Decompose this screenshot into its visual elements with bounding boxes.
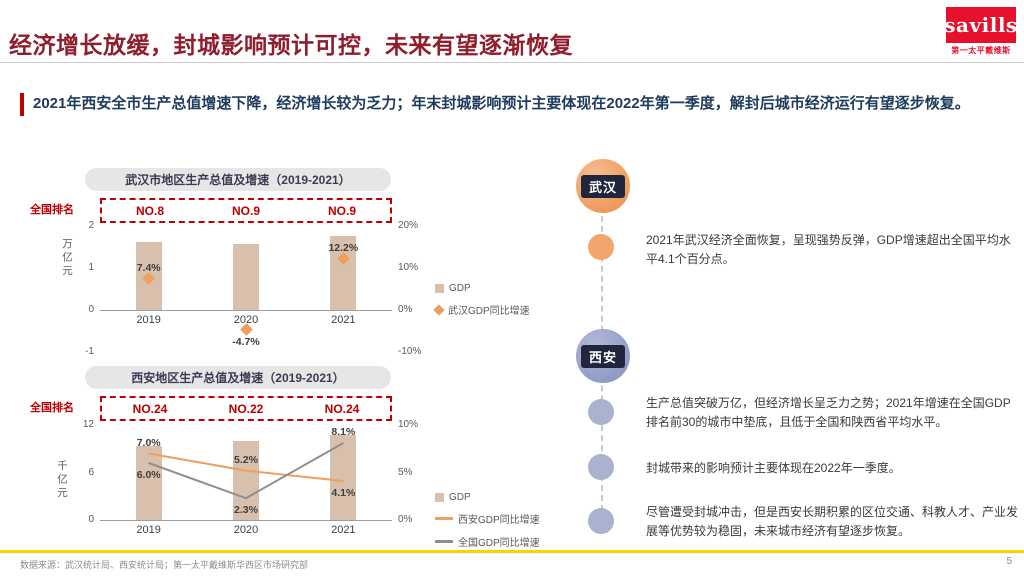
legend-marker-line: [435, 540, 453, 543]
gdp-bar: [233, 440, 259, 520]
legend-marker-bar: [435, 284, 444, 293]
xian-point-marker: [588, 508, 614, 534]
bottom-accent-rule: [0, 550, 1024, 553]
left-axis-tick: -1: [85, 346, 94, 357]
header: 经济增长放缓，封城影响预计可控，未来有望逐渐恢复 savills 第一太平戴维斯: [0, 0, 1024, 63]
ranking-value: NO.9: [231, 203, 260, 218]
growth-line: [148, 442, 344, 500]
right-axis-tick: 10%: [398, 262, 419, 273]
left-axis-tick: 1: [88, 262, 94, 273]
legend: GDP 武汉GDP同比增速: [433, 283, 530, 317]
xian-point-marker: [588, 399, 614, 425]
left-axis-unit-label: 万亿元: [61, 238, 73, 279]
category-label: 2019: [136, 524, 161, 536]
data-label: 12.2%: [328, 241, 359, 254]
intro-block: 2021年西安全市生产总值增速下降，经济增长较为乏力；年末封城影响预计主要体现在…: [20, 93, 1006, 116]
left-axis-tick: 2: [88, 220, 94, 231]
xian-point-text: 封城带来的影响预计主要体现在2022年一季度。: [646, 461, 901, 475]
x-axis-line: [100, 520, 392, 521]
right-axis-tick: 20%: [398, 220, 419, 231]
savills-logo-box: savills: [944, 7, 1018, 43]
savills-logo: savills 第一太平戴维斯: [944, 7, 1018, 56]
xian-point-marker: [588, 454, 614, 480]
ranking-value: NO.9: [327, 203, 356, 218]
left-axis-tick: 0: [88, 514, 94, 525]
savills-wordmark: savills: [944, 13, 1018, 37]
gdp-bar: [135, 446, 162, 520]
xian-point-text: 生产总值突破万亿，但经济增长呈乏力之势；2021年增速在全国GDP排名前30的城…: [646, 396, 1011, 429]
legend-item: 全国GDP同比增速: [435, 534, 540, 549]
legend-label: GDP: [449, 283, 471, 294]
left-axis-tick: 6: [88, 466, 94, 478]
left-axis-tick: 0: [88, 304, 94, 315]
legend-marker-bar: [435, 493, 444, 502]
right-axis-tick: 10%: [398, 419, 419, 430]
legend-item: 西安GDP同比增速: [435, 511, 540, 526]
plot-area: 12 6 0 10% 5% 0% 2019 2020 2021 7.0% 5.2% 4.1% 6.0% 2…: [83, 419, 418, 536]
page-title: 经济增长放缓，封城影响预计可控，未来有望逐渐恢复: [9, 32, 573, 58]
legend-item: 武汉GDP同比增速: [433, 302, 530, 317]
chart-title: 西安地区生产总值及增速（2019-2021）: [85, 366, 391, 389]
wuhan-gdp-chart: 武汉市地区生产总值及增速（2019-2021） 全国排名 NO.8 NO.9 NO.…: [30, 168, 570, 368]
legend-label: 全国GDP同比增速: [458, 538, 540, 549]
ranking-label: 全国排名: [30, 402, 74, 414]
category-label: 2021: [331, 314, 356, 326]
ranking-value: NO.24: [324, 401, 360, 416]
x-axis-line: [100, 310, 392, 311]
data-label: 7.4%: [136, 261, 161, 274]
data-source: 数据来源：武汉统计局、西安统计局；第一太平戴维斯华西区市场研究部: [20, 560, 309, 570]
data-label: -4.7%: [232, 335, 260, 348]
category-label: 2020: [233, 314, 259, 326]
legend: GDP 西安GDP同比增速 全国GDP同比增速: [435, 492, 540, 549]
category-label: 2020: [233, 524, 259, 536]
left-axis-unit-label: 千亿元: [56, 460, 68, 501]
wuhan-node-circle: 武汉: [576, 159, 630, 213]
ranking-box: NO.8 NO.9 NO.9: [100, 198, 392, 223]
ranking-value: NO.24: [132, 401, 168, 416]
intro-accent-bar: [20, 93, 24, 116]
gdp-bar: [233, 244, 259, 310]
data-label: 8.1%: [331, 426, 356, 439]
data-label: 7.0%: [136, 436, 161, 449]
ranking-label: 全国排名: [30, 204, 74, 216]
right-axis-tick: 0%: [398, 304, 413, 315]
wuhan-point-text: 2021年武汉经济全面恢复，呈现强势反弹，GDP增速超出全国平均水平4.1个百分…: [646, 233, 1011, 266]
intro-text: 2021年西安全市生产总值增速下降，经济增长较为乏力；年末封城影响预计主要体现在…: [33, 95, 970, 112]
page-number: 5: [1006, 556, 1012, 567]
growth-line: [148, 452, 344, 483]
gdp-bar: [330, 435, 357, 520]
data-label: 4.1%: [331, 487, 356, 500]
ranking-value: NO.22: [228, 401, 264, 416]
xian-point-text: 尽管遭受封城冲击，但是西安长期积累的区位交通、科教人才、产业发展等优势较为稳固，…: [646, 505, 1019, 538]
category-label: 2021: [331, 524, 356, 536]
savills-chinese-name: 第一太平戴维斯: [951, 46, 1011, 55]
ranking-value: NO.8: [135, 203, 164, 218]
data-label: 2.3%: [234, 504, 258, 517]
right-axis-tick: 5%: [398, 466, 413, 478]
legend-label: 西安GDP同比增速: [458, 515, 540, 526]
legend-label: GDP: [449, 492, 471, 503]
wuhan-city-tag: 武汉: [580, 174, 625, 198]
data-label: 6.0%: [136, 469, 161, 481]
legend-marker-line: [435, 517, 453, 520]
data-label: 5.2%: [234, 453, 258, 466]
left-axis-tick: 12: [82, 419, 94, 430]
legend-item: GDP: [435, 492, 540, 503]
xian-node-circle: 西安: [576, 329, 630, 383]
gdp-bar: [330, 235, 357, 310]
wuhan-point-marker: [588, 234, 614, 260]
right-axis-tick: -10%: [398, 346, 422, 357]
chart-title: 武汉市地区生产总值及增速（2019-2021）: [85, 168, 391, 191]
xian-city-tag: 西安: [580, 344, 625, 368]
line-series-layer: [148, 442, 344, 500]
ranking-box: NO.24 NO.22 NO.24: [100, 396, 392, 421]
right-axis-tick: 0%: [398, 514, 413, 525]
category-label: 2019: [136, 314, 161, 326]
plot-area: 2 1 0 -1 20% 10% 0% -10% 2019 2020 2021 7.4% -4.7% 12…: [85, 220, 421, 357]
xian-gdp-chart: 西安地区生产总值及增速（2019-2021） 全国排名 NO.24 NO.22 NO…: [30, 366, 570, 556]
legend-item: GDP: [435, 283, 530, 294]
legend-label: 武汉GDP同比增速: [448, 306, 530, 317]
